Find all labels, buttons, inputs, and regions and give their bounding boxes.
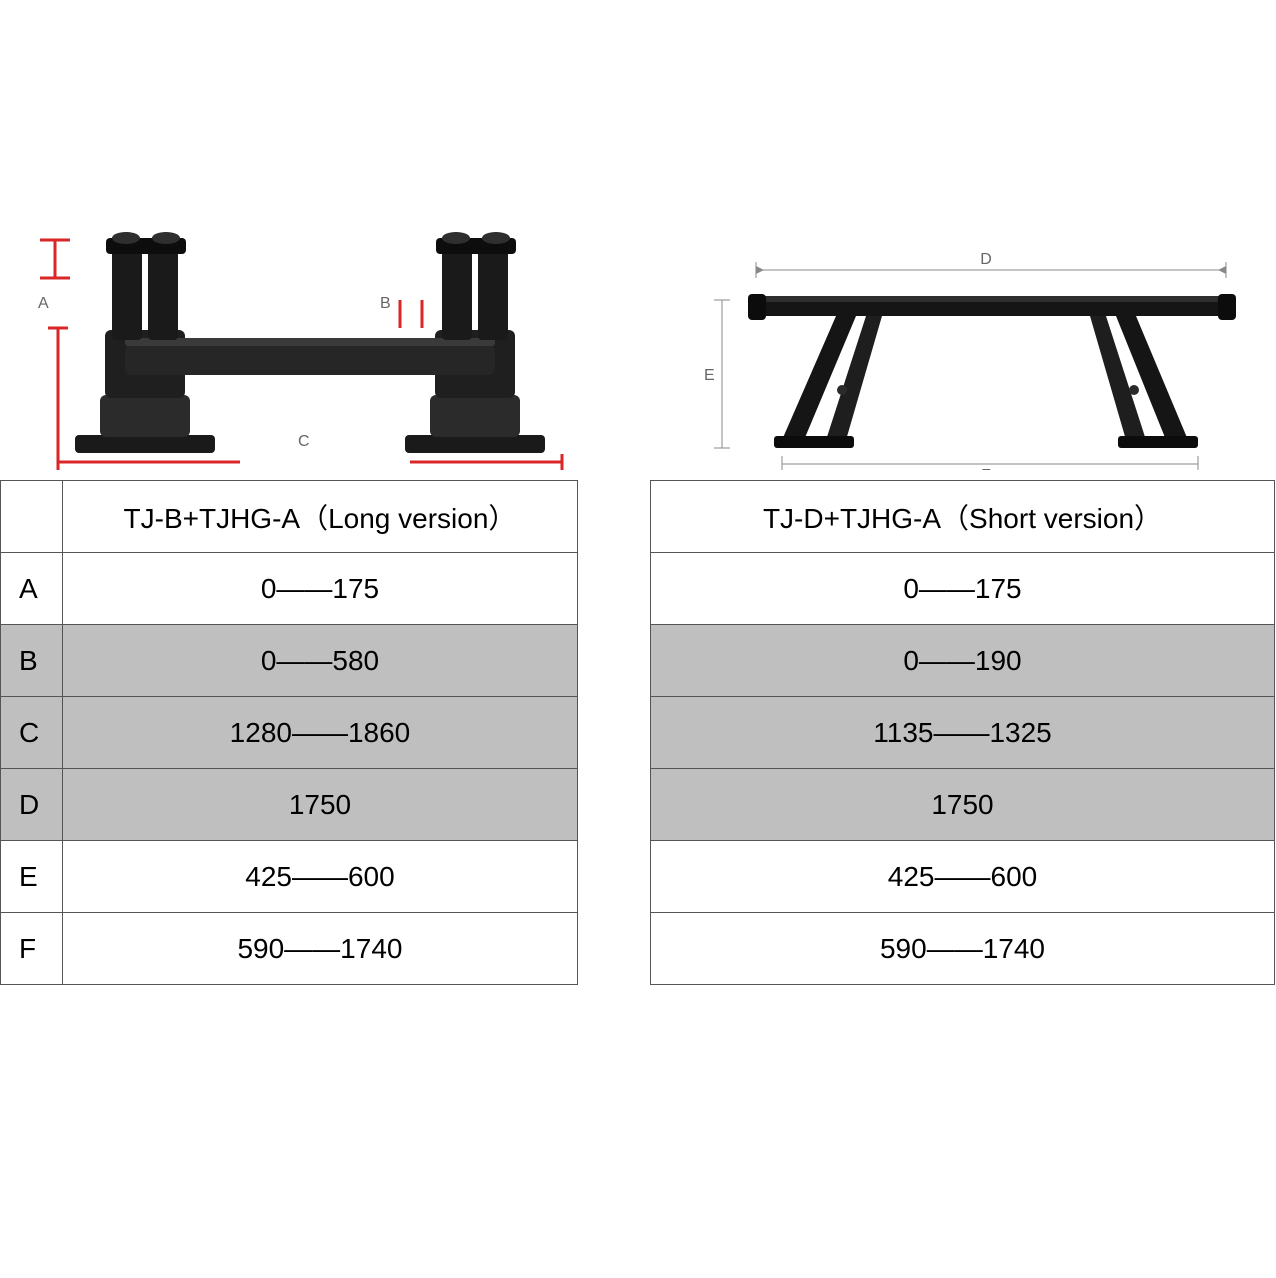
table-row: 1135——1325 [651,697,1275,769]
table-row: TJ-D+TJHG-A（Short version） [651,481,1275,553]
spec-tables: TJ-B+TJHG-A（Long version） A0——175 B0——58… [0,480,1276,985]
table-row: A0——175 [1,553,578,625]
table-row: F590——1740 [1,913,578,985]
row-val: 0——175 [62,553,577,625]
header-right: TJ-D+TJHG-A（Short version） [651,481,1275,553]
table-row: 1750 [651,769,1275,841]
row-val: 0——580 [62,625,577,697]
row-label: E [1,841,63,913]
row-label: A [1,553,63,625]
table-row: 0——190 [651,625,1275,697]
diagram-row: A B C [0,0,1276,480]
right-diagram-svg: D E F [686,240,1246,470]
page: A B C [0,0,1276,985]
dim-label-a: A [38,295,49,312]
header-left: TJ-B+TJHG-A（Long version） [62,481,577,553]
row-val: 0——190 [651,625,1275,697]
table-row: 425——600 [651,841,1275,913]
table-row: B0——580 [1,625,578,697]
left-diagram: A B C [30,210,590,470]
dim-label-d: D [980,251,992,268]
row-val: 1280——1860 [62,697,577,769]
spec-table-right: TJ-D+TJHG-A（Short version） 0——175 0——190… [650,480,1275,985]
dim-label-e: E [704,367,715,384]
table-row: D1750 [1,769,578,841]
row-label: B [1,625,63,697]
row-val: 1750 [651,769,1275,841]
table-row: E425——600 [1,841,578,913]
row-val: 590——1740 [651,913,1275,985]
table-row: 0——175 [651,553,1275,625]
row-val: 1750 [62,769,577,841]
row-val: 425——600 [62,841,577,913]
table-row: 590——1740 [651,913,1275,985]
row-val: 0——175 [651,553,1275,625]
dim-label-c: C [298,433,310,450]
dim-label-f: F [981,467,991,470]
row-val: 1135——1325 [651,697,1275,769]
row-label: F [1,913,63,985]
row-val: 590——1740 [62,913,577,985]
table-row: C1280——1860 [1,697,578,769]
right-diagram: D E F [686,240,1246,470]
table-row: TJ-B+TJHG-A（Long version） [1,481,578,553]
dim-label-b: B [380,295,391,312]
spec-table-left: TJ-B+TJHG-A（Long version） A0——175 B0——58… [0,480,578,985]
left-diagram-svg: A B C [30,210,590,470]
row-label: C [1,697,63,769]
row-label: D [1,769,63,841]
row-val: 425——600 [651,841,1275,913]
